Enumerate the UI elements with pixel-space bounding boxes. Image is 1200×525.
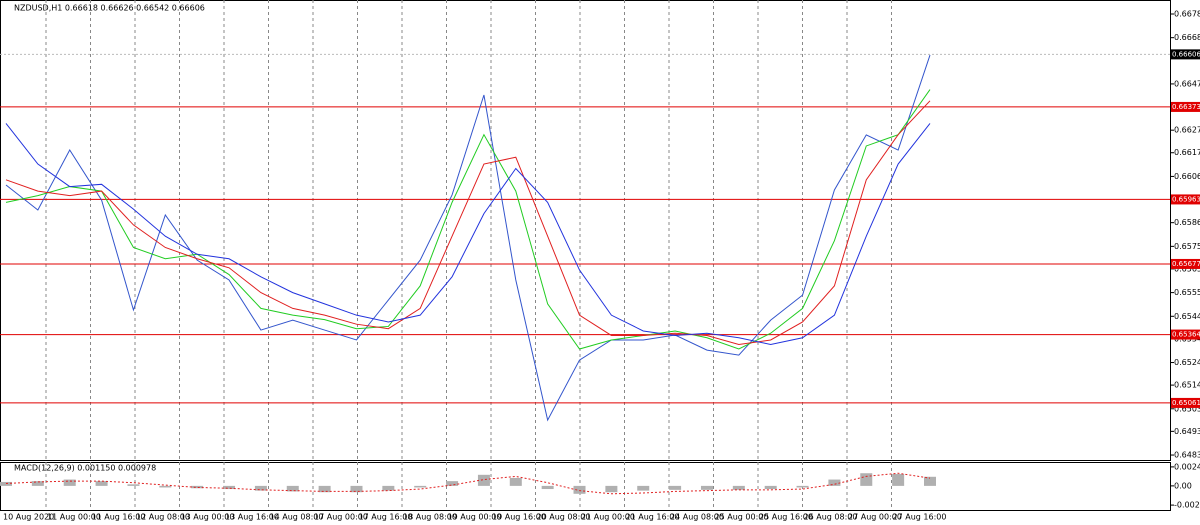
macd-bar	[286, 485, 299, 492]
macd-bar	[95, 481, 108, 486]
series-line	[5, 54, 931, 422]
macd-bar	[732, 485, 745, 490]
macd-bar	[541, 485, 554, 490]
y-tick-label: 0.002401	[1174, 462, 1200, 471]
current-price-label: 0.66606	[1172, 50, 1200, 58]
x-tick-label: 18 Aug 08:00	[403, 513, 457, 522]
macd-bar	[860, 473, 873, 486]
x-tick-label: 25 Aug 00:00	[715, 513, 769, 522]
macd-bar	[700, 485, 713, 490]
macd-bar	[796, 485, 809, 488]
level-label: 0.65364	[1172, 331, 1200, 339]
x-tick-label: 13 Aug 00:00	[181, 513, 235, 522]
macd-bar	[477, 474, 490, 486]
level-label: 0.65061	[1172, 399, 1200, 407]
macd-bar	[573, 485, 586, 494]
y-tick-label: 0.65035	[1174, 404, 1200, 413]
x-tick-label: 10 Aug 2020	[3, 513, 54, 522]
level-tag	[1171, 258, 1200, 269]
x-tick-label: 19 Aug 16:00	[492, 513, 546, 522]
macd-bar	[446, 481, 459, 486]
macd-bar	[414, 485, 427, 488]
x-tick-label: 27 Aug 00:00	[848, 513, 902, 522]
macd-bar	[159, 485, 172, 488]
x-tick-label: 17 Aug 00:00	[314, 513, 368, 522]
y-tick-label: 0.66475	[1174, 79, 1200, 88]
x-tick-label: 24 Aug 08:00	[670, 513, 724, 522]
macd-bar	[63, 479, 76, 486]
macd-bar	[764, 485, 777, 490]
macd-bar	[127, 484, 140, 486]
level-label: 0.65677	[1172, 260, 1200, 268]
y-tick-label: -0.00243	[1174, 501, 1200, 510]
main-frame	[0, 0, 1171, 461]
y-tick-label: 0.64830	[1174, 451, 1200, 460]
x-tick-label: 12 Aug 08:00	[136, 513, 190, 522]
x-tick-label: 27 Aug 16:00	[893, 513, 947, 522]
x-tick-label: 11 Aug 00:00	[47, 513, 101, 522]
macd-frame	[0, 462, 1171, 511]
series-line	[5, 89, 931, 350]
x-tick-label: 21 Aug 16:00	[626, 513, 680, 522]
macd-title: MACD(12,26,9) 0.001150 0.000978	[14, 464, 156, 473]
y-tick-label: 0.66785	[1174, 9, 1200, 18]
marks	[0, 53, 1170, 495]
x-tick-label: 11 Aug 16:00	[92, 513, 146, 522]
x-tick-label: 19 Aug 00:00	[448, 513, 502, 522]
grid	[45, 0, 1174, 510]
x-tick-label: 17 Aug 16:00	[359, 513, 413, 522]
level-label: 0.66373	[1172, 103, 1200, 111]
macd-bar	[605, 485, 618, 493]
current-price-tag	[1171, 49, 1200, 60]
macd-bar	[350, 485, 363, 493]
level-label: 0.65963	[1172, 195, 1200, 203]
level-tag	[1171, 397, 1200, 408]
x-tick-label: 14 Aug 08:00	[270, 513, 324, 522]
macd-bar	[191, 485, 204, 489]
macd-bar	[382, 485, 395, 491]
y-tick-label: 0.00	[1174, 481, 1192, 490]
macd-bar	[828, 479, 841, 486]
macd-bar	[924, 476, 936, 486]
macd-bar	[669, 485, 682, 490]
y-tick-label: 0.65445	[1174, 312, 1200, 321]
level-tag	[1171, 101, 1200, 112]
series-line	[5, 123, 931, 346]
x-tick-label: 25 Aug 16:00	[759, 513, 813, 522]
x-tick-label: 26 Aug 08:00	[804, 513, 858, 522]
y-tick-label: 0.65755	[1174, 242, 1200, 251]
macd-bar	[892, 474, 905, 486]
level-tag	[1171, 329, 1200, 340]
macd-bar	[637, 485, 650, 491]
x-tick-label: 20 Aug 08:00	[537, 513, 591, 522]
macd-bar	[509, 477, 522, 486]
series-line	[5, 100, 931, 346]
level-tag	[1171, 194, 1200, 205]
macd-bar	[318, 485, 331, 493]
macd-bar	[223, 485, 236, 490]
macd-bar	[31, 481, 44, 486]
y-tick-label: 0.66065	[1174, 172, 1200, 181]
macd-bar	[254, 485, 267, 491]
chart-title: NZDUSD,H1 0.66618 0.66626 0.66542 0.6660…	[14, 4, 205, 13]
macd-bar	[0, 481, 12, 486]
y-tick-label: 0.64935	[1174, 427, 1200, 436]
x-tick-label: 13 Aug 16:00	[225, 513, 279, 522]
series-line	[5, 472, 931, 495]
x-tick-label: 21 Aug 00:00	[581, 513, 635, 522]
